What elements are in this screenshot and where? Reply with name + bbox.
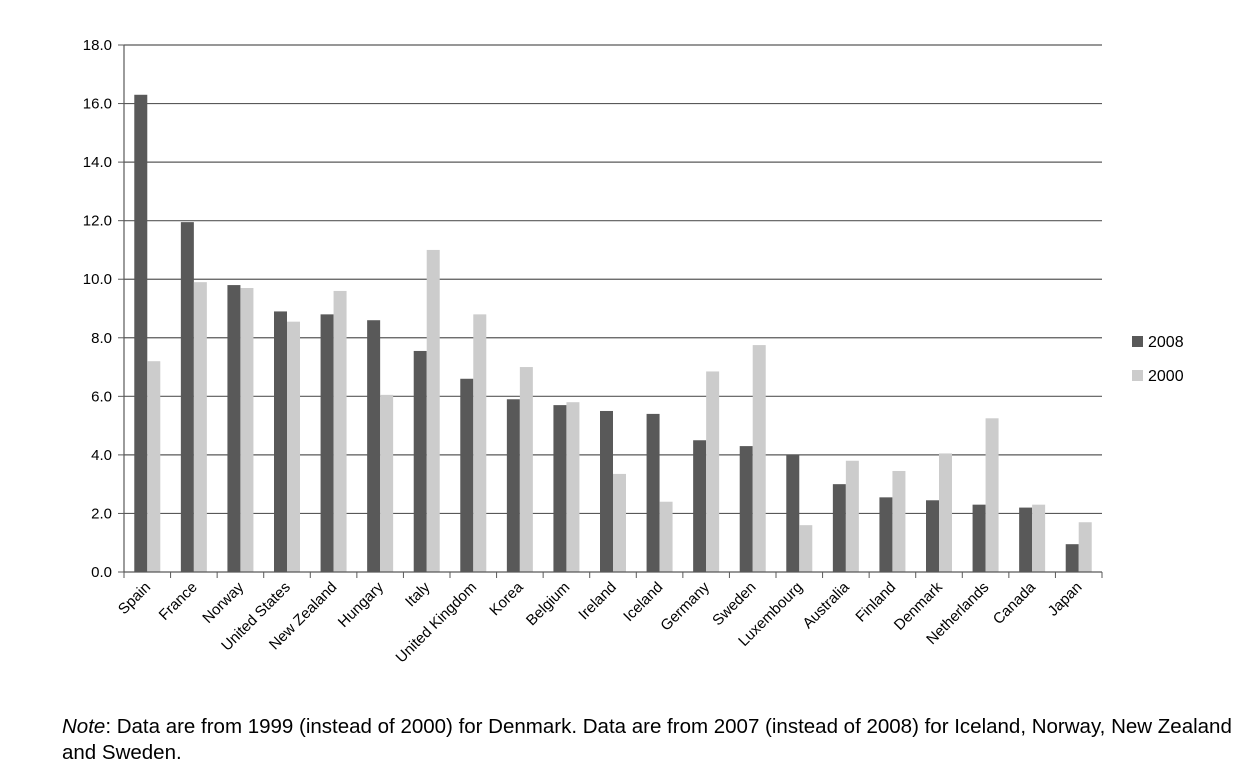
note-text: : Data are from 1999 (instead of 2000) f… [62,715,1232,764]
bar-2008-sweden [739,446,753,572]
x-tick-label: Hungary [335,578,387,630]
x-tick-label: France [156,579,201,624]
bar-2008-finland [879,497,893,572]
bar-chart: 0.0 2.0 4.0 6.0 8.0 10.0 12.0 14.0 16.0 18.0 Spai… [83,37,1184,666]
x-tick-label: Japan [1045,579,1086,620]
bar-2008-netherlands [972,504,986,572]
x-tick-label: Belgium [523,579,573,629]
y-tick-label: 16.0 [83,96,112,113]
bar-2000-hungary [380,394,394,572]
y-tick-label: 2.0 [91,505,112,522]
x-tick-label: Ireland [575,579,619,623]
bar-2000-iceland [659,501,673,572]
axes [118,44,1103,578]
bar-2008-france [180,222,194,572]
x-tick-label: Australia [799,578,853,632]
legend-label: 2008 [1148,334,1184,351]
bar-2000-canada [1032,504,1046,572]
bar-2000-spain [147,361,161,572]
bar-2000-france [193,282,207,572]
bar-2008-luxembourg [786,454,800,572]
x-tick-label: Canada [990,578,1040,628]
x-tick-label: Germany [657,578,713,634]
legend-swatch [1132,370,1143,381]
bar-2000-denmark [939,453,952,572]
footnote: Note: Data are from 1999 (instead of 200… [62,714,1232,766]
bar-2008-belgium [553,405,567,572]
bar-2000-italy [426,249,440,572]
bar-2008-germany [693,440,707,572]
x-tick-label: Spain [115,579,154,618]
y-tick-label: 0.0 [91,564,112,581]
bar-2008-iceland [646,413,660,572]
bar-2000-australia [845,460,859,572]
bar-2000-new-zealand [333,290,347,572]
bar-2000-korea [519,367,533,572]
bar-2008-new-zealand [320,314,334,572]
bar-2000-norway [240,288,254,572]
bar-2000-ireland [613,473,626,572]
x-tick-label: Italy [402,578,434,610]
y-tick-label: 10.0 [83,271,112,288]
legend-label: 2000 [1148,368,1184,385]
legend: 2008 2000 [1132,334,1184,385]
x-tick-label: United Kingdom [393,579,480,666]
bar-2008-italy [413,350,427,572]
note-label: Note [62,715,106,738]
bar-2000-united-states [287,321,300,572]
bar-2000-luxembourg [799,525,813,572]
bar-2008-australia [832,484,846,572]
x-tick-label: Korea [486,578,527,619]
bars [134,94,1092,573]
legend-swatch [1132,336,1143,347]
y-tick-label: 4.0 [91,447,112,464]
x-tick-label: Iceland [620,579,666,625]
bar-2008-norway [227,285,241,572]
bar-2000-germany [706,371,720,572]
y-tick-label: 12.0 [83,213,112,230]
y-tick-labels: 0.0 2.0 4.0 6.0 8.0 10.0 12.0 14.0 16.0 18.0 [83,37,112,581]
y-tick-label: 14.0 [83,154,112,171]
bar-2008-denmark [926,500,939,572]
bar-2008-canada [1019,507,1033,572]
bar-2000-belgium [566,402,580,572]
bar-2008-united-states [274,311,287,572]
bar-2000-netherlands [985,418,999,572]
y-tick-label: 18.0 [83,37,112,54]
y-tick-label: 6.0 [91,388,112,405]
bar-2008-spain [134,94,148,573]
x-tick-label: Finland [852,579,899,626]
bar-2000-japan [1078,522,1092,572]
bar-2008-korea [506,399,520,572]
bar-2008-ireland [600,410,613,572]
bar-2008-japan [1065,544,1079,572]
bar-2000-sweden [752,345,766,572]
bar-2000-finland [892,470,906,572]
bar-2008-united-kingdom [460,378,474,572]
bar-2000-united-kingdom [473,314,487,572]
y-tick-label: 8.0 [91,330,112,347]
bar-2008-hungary [367,320,381,572]
